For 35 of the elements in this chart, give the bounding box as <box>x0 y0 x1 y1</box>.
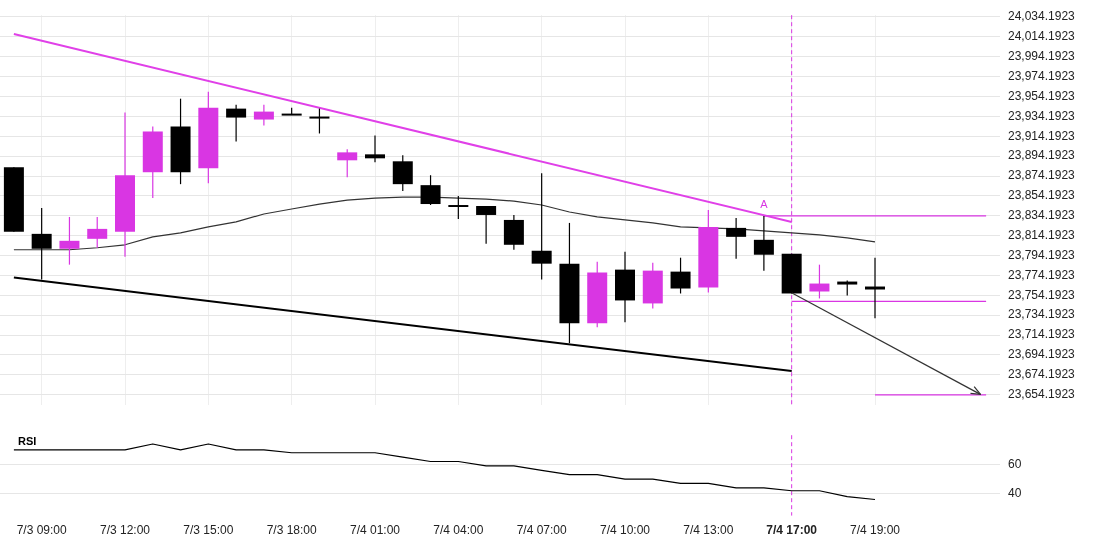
x-tick-label: 7/4 04:00 <box>433 523 484 538</box>
y-tick-label: 23,874.1923 <box>1008 168 1076 183</box>
x-tick-label: 7/4 07:00 <box>516 523 568 538</box>
y-tick-label: 24,034.1923 <box>1008 9 1076 24</box>
y-tick-label: 23,774.1923 <box>1008 267 1076 282</box>
x-tick-label: 7/3 12:00 <box>99 523 151 538</box>
x-tick-label: 7/3 09:00 <box>16 523 68 538</box>
y-tick-label: 23,674.1923 <box>1008 367 1076 382</box>
y-tick-label: 23,934.1923 <box>1008 108 1076 123</box>
y-tick-label: 23,954.1923 <box>1008 88 1076 103</box>
y-tick-label: 23,994.1923 <box>1008 49 1076 64</box>
x-tick-label: 7/4 01:00 <box>349 523 401 538</box>
y-tick-label: 23,914.1923 <box>1008 128 1076 143</box>
y-tick-label: 24,014.1923 <box>1008 29 1076 44</box>
y-tick-label: 23,694.1923 <box>1008 347 1076 362</box>
y-tick-label: 23,754.1923 <box>1008 287 1076 302</box>
x-tick-label: 7/4 13:00 <box>683 523 734 538</box>
y-tick-label: 23,814.1923 <box>1008 227 1076 242</box>
annotation: A <box>760 197 769 210</box>
y-tick-label: 23,894.1923 <box>1008 148 1076 163</box>
y-tick-label: 23,734.1923 <box>1008 307 1076 322</box>
y-tick-label: 23,834.1923 <box>1008 208 1076 223</box>
x-tick-label: 7/3 15:00 <box>183 523 234 538</box>
chart-title: RSI <box>18 434 37 447</box>
x-tick-label: 7/4 17:00 <box>766 523 818 538</box>
y-tick-label: 23,794.1923 <box>1008 247 1076 262</box>
x-tick-label: 7/3 18:00 <box>266 523 318 538</box>
y-tick-label: 23,714.1923 <box>1008 327 1076 342</box>
y-tick-label: 60 <box>1008 456 1022 471</box>
y-tick-label: 23,854.1923 <box>1008 188 1076 203</box>
x-tick-label: 7/4 10:00 <box>599 523 651 538</box>
x-tick-label: 7/4 19:00 <box>849 523 901 538</box>
y-tick-label: 23,654.1923 <box>1008 386 1076 401</box>
y-tick-label: 23,974.1923 <box>1008 68 1076 83</box>
y-tick-label: 40 <box>1008 485 1022 500</box>
